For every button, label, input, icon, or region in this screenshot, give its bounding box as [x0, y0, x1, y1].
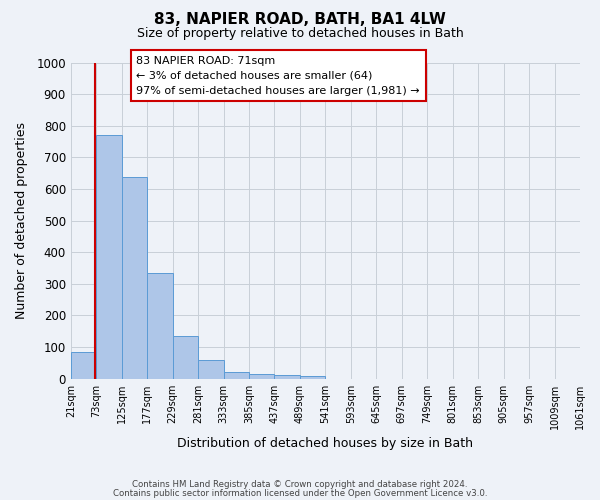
- Text: Size of property relative to detached houses in Bath: Size of property relative to detached ho…: [137, 28, 463, 40]
- Text: 83 NAPIER ROAD: 71sqm
← 3% of detached houses are smaller (64)
97% of semi-detac: 83 NAPIER ROAD: 71sqm ← 3% of detached h…: [136, 56, 420, 96]
- Bar: [173, 336, 198, 378]
- Text: Contains public sector information licensed under the Open Government Licence v3: Contains public sector information licen…: [113, 489, 487, 498]
- Bar: [96, 135, 122, 378]
- Bar: [198, 360, 224, 378]
- Text: 83, NAPIER ROAD, BATH, BA1 4LW: 83, NAPIER ROAD, BATH, BA1 4LW: [154, 12, 446, 28]
- Bar: [122, 177, 147, 378]
- Bar: [147, 272, 173, 378]
- Bar: [224, 372, 249, 378]
- Bar: [300, 376, 325, 378]
- Y-axis label: Number of detached properties: Number of detached properties: [15, 122, 28, 319]
- Text: Contains HM Land Registry data © Crown copyright and database right 2024.: Contains HM Land Registry data © Crown c…: [132, 480, 468, 489]
- Bar: [274, 376, 300, 378]
- X-axis label: Distribution of detached houses by size in Bath: Distribution of detached houses by size …: [178, 437, 473, 450]
- Bar: [249, 374, 274, 378]
- Bar: [71, 352, 96, 378]
